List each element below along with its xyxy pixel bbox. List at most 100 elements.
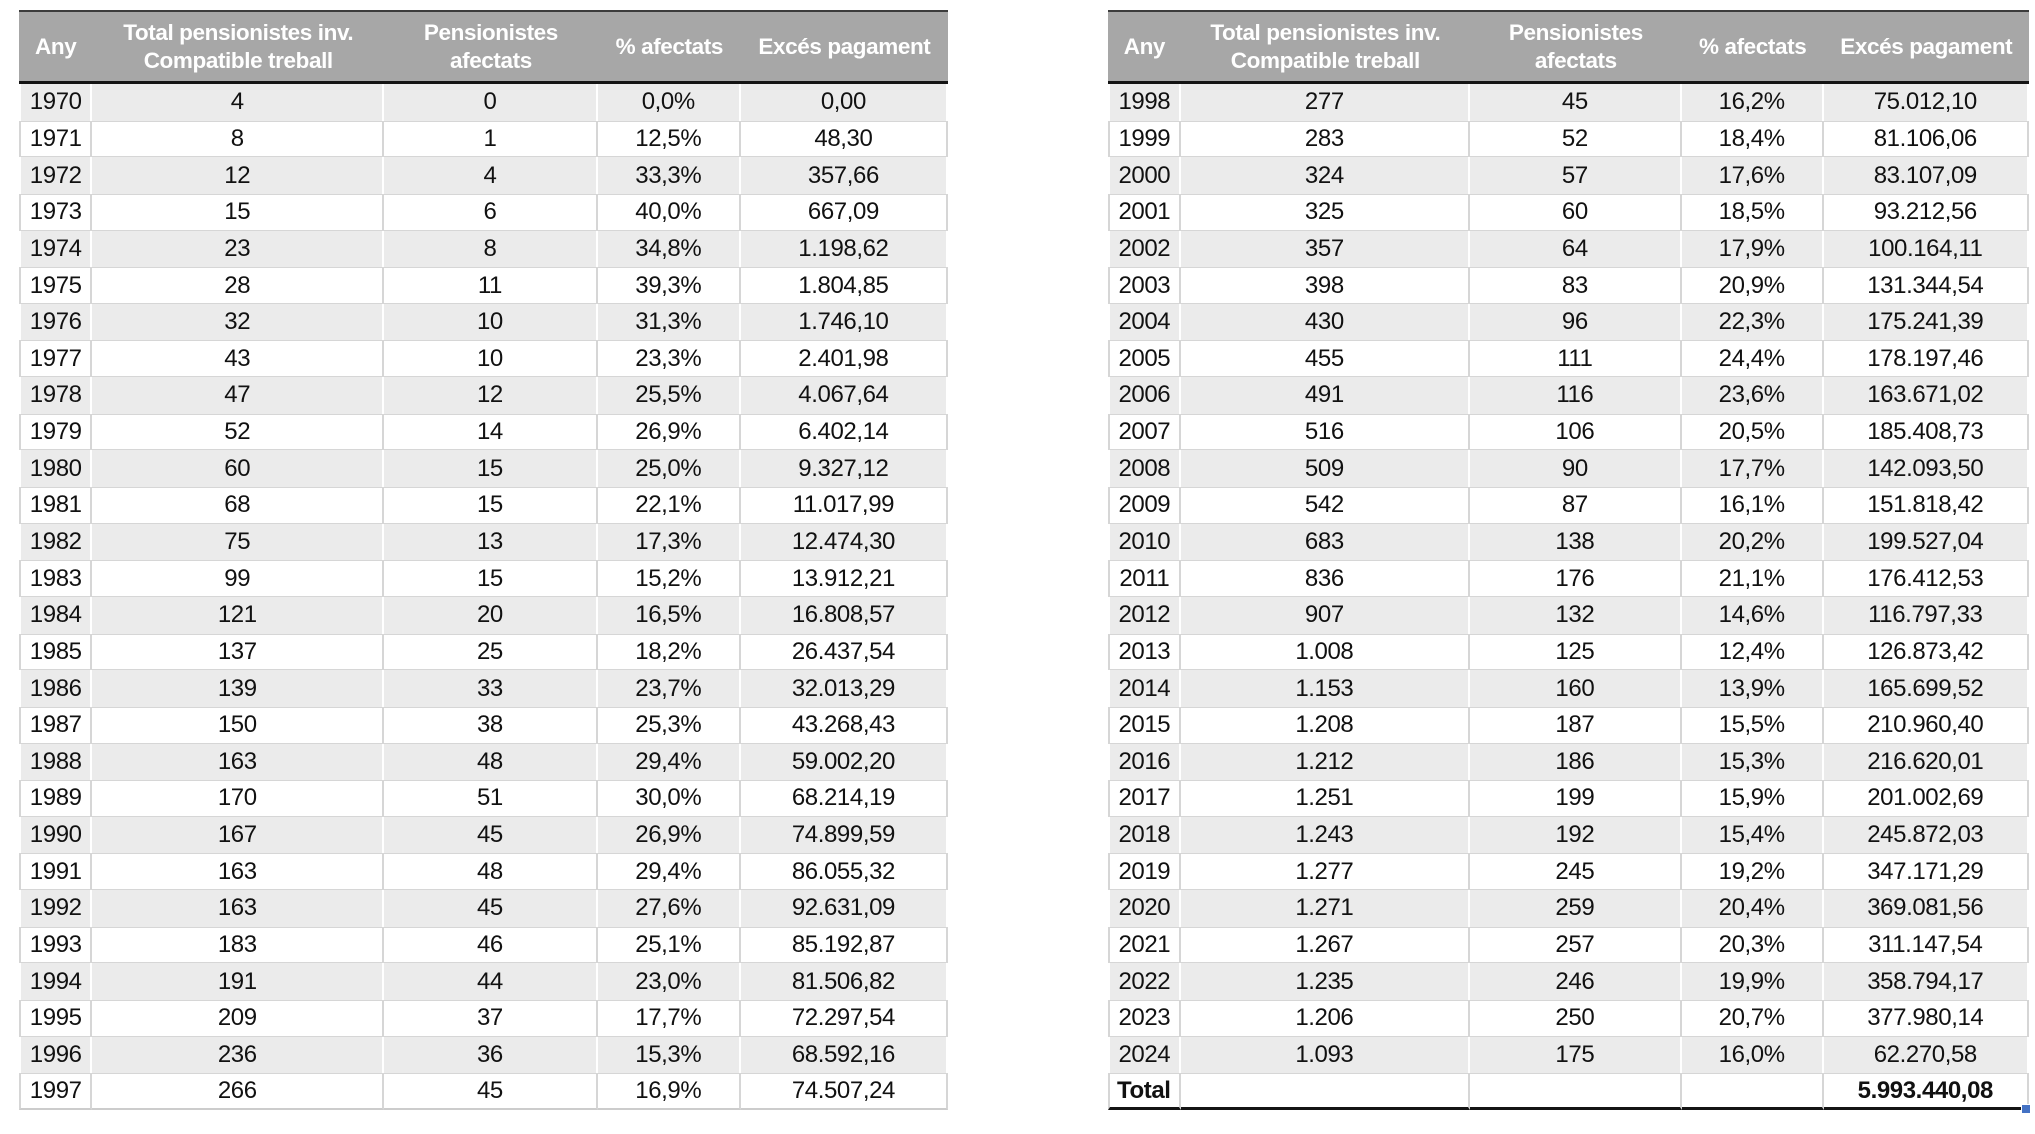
cell-pct-afectats[interactable]: 20,4%	[1681, 890, 1824, 927]
cell-pct-afectats[interactable]: 17,3%	[597, 523, 741, 561]
cell-any[interactable]: 1981	[19, 487, 93, 524]
cell-pct-afectats[interactable]: 26,9%	[597, 413, 741, 451]
cell-pensionistes-afectats[interactable]: 160	[1469, 670, 1682, 707]
cell-pct-afectats[interactable]: 15,4%	[1681, 816, 1824, 854]
cell-pensionistes-afectats[interactable]: 10	[384, 340, 598, 378]
cell-pct-afectats[interactable]: 33,3%	[597, 157, 741, 194]
cell-total-pensionistes[interactable]: 1.277	[1180, 853, 1470, 891]
cell-pct-afectats[interactable]: 20,9%	[1681, 267, 1824, 304]
cell-pct-afectats[interactable]: 12,5%	[597, 120, 741, 158]
cell-any[interactable]: 2019	[1108, 853, 1181, 891]
cell-total-pensionistes[interactable]: 150	[92, 706, 385, 744]
cell-exces-pagament[interactable]: 165.699,52	[1823, 670, 2029, 707]
cell-pensionistes-afectats[interactable]: 111	[1469, 340, 1682, 378]
cell-total-pensionistes[interactable]: 491	[1180, 377, 1470, 414]
cell-exces-pagament[interactable]: 126.873,42	[1823, 633, 2029, 671]
cell-pct-afectats[interactable]: 15,2%	[597, 560, 741, 597]
selection-fill-handle-icon[interactable]	[2021, 1104, 2031, 1114]
cell-exces-pagament[interactable]: 32.013,29	[740, 670, 948, 707]
cell-any[interactable]: 2022	[1108, 963, 1181, 1001]
cell-exces-pagament[interactable]: 81.106,06	[1823, 120, 2029, 158]
cell-pensionistes-afectats[interactable]: 45	[384, 816, 598, 854]
cell-pensionistes-afectats[interactable]: 187	[1469, 706, 1682, 744]
cell-pct-afectats[interactable]: 23,3%	[597, 340, 741, 378]
cell-total-pensionistes[interactable]: 137	[92, 633, 385, 671]
cell-pct-afectats[interactable]: 16,1%	[1681, 487, 1824, 524]
cell-any[interactable]: 2015	[1108, 706, 1181, 744]
cell-pensionistes-afectats[interactable]: 48	[384, 853, 598, 891]
cell-pct-afectats[interactable]: 19,9%	[1681, 963, 1824, 1001]
cell-pensionistes-afectats[interactable]: 51	[384, 780, 598, 817]
cell-pensionistes-afectats[interactable]: 192	[1469, 816, 1682, 854]
cell-exces-pagament[interactable]: 11.017,99	[740, 487, 948, 524]
cell-exces-pagament[interactable]: 151.818,42	[1823, 487, 2029, 524]
cell-any[interactable]: 1995	[19, 1000, 93, 1037]
cell-pensionistes-afectats[interactable]: 57	[1469, 157, 1682, 194]
cell-any[interactable]: 2021	[1108, 926, 1181, 964]
cell-exces-pagament[interactable]: 6.402,14	[740, 413, 948, 451]
cell-any[interactable]: 2004	[1108, 303, 1181, 341]
header-any[interactable]: Any	[19, 10, 93, 84]
cell-pct-afectats[interactable]: 40,0%	[597, 193, 741, 231]
cell-exces-pagament[interactable]: 81.506,82	[740, 963, 948, 1001]
cell-total-pensionistes[interactable]: 1.208	[1180, 706, 1470, 744]
cell-pct-afectats[interactable]: 29,4%	[597, 853, 741, 891]
cell-exces-pagament[interactable]: 175.241,39	[1823, 303, 2029, 341]
cell-total-pensionistes[interactable]: 183	[92, 926, 385, 964]
cell-total-pensionistes[interactable]: 99	[92, 560, 385, 597]
cell-exces-pagament[interactable]: 74.507,24	[740, 1073, 948, 1110]
header-pensionistes-afectats[interactable]: Pensionistes afectats	[384, 10, 598, 84]
cell-exces-pagament[interactable]: 163.671,02	[1823, 377, 2029, 414]
cell-pensionistes-afectats[interactable]: 13	[384, 523, 598, 561]
cell-exces-pagament[interactable]: 100.164,11	[1823, 230, 2029, 268]
cell-total-pensionistes[interactable]: 430	[1180, 303, 1470, 341]
cell-pensionistes-afectats[interactable]: 132	[1469, 596, 1682, 634]
cell-any[interactable]: 1977	[19, 340, 93, 378]
cell-exces-pagament[interactable]: 85.192,87	[740, 926, 948, 964]
cell-any[interactable]: 1993	[19, 926, 93, 964]
cell-exces-pagament[interactable]: 358.794,17	[1823, 963, 2029, 1001]
cell-any[interactable]: 1971	[19, 120, 93, 158]
cell-total-pensionistes[interactable]: 266	[92, 1073, 385, 1110]
header-any[interactable]: Any	[1108, 10, 1181, 84]
cell-pct-afectats[interactable]: 25,1%	[597, 926, 741, 964]
cell-total-pensionistes[interactable]: 167	[92, 816, 385, 854]
cell-exces-pagament[interactable]: 311.147,54	[1823, 926, 2029, 964]
cell-pct-afectats[interactable]: 22,1%	[597, 487, 741, 524]
cell-exces-pagament[interactable]: 48,30	[740, 120, 948, 158]
cell-exces-pagament[interactable]: 201.002,69	[1823, 780, 2029, 817]
cell-pensionistes-afectats[interactable]: 175	[1469, 1036, 1682, 1074]
cell-pct-afectats[interactable]: 16,5%	[597, 596, 741, 634]
empty-cell[interactable]	[1469, 1073, 1682, 1110]
cell-exces-pagament[interactable]: 13.912,21	[740, 560, 948, 597]
cell-pct-afectats[interactable]: 34,8%	[597, 230, 741, 268]
cell-exces-pagament[interactable]: 59.002,20	[740, 743, 948, 781]
cell-pensionistes-afectats[interactable]: 20	[384, 596, 598, 634]
cell-total-pensionistes[interactable]: 542	[1180, 487, 1470, 524]
cell-any[interactable]: 1983	[19, 560, 93, 597]
cell-any[interactable]: 1996	[19, 1036, 93, 1074]
cell-exces-pagament[interactable]: 16.808,57	[740, 596, 948, 634]
cell-any[interactable]: 1985	[19, 633, 93, 671]
cell-any[interactable]: 2012	[1108, 596, 1181, 634]
cell-total-pensionistes[interactable]: 68	[92, 487, 385, 524]
cell-any[interactable]: 1976	[19, 303, 93, 341]
cell-exces-pagament[interactable]: 9.327,12	[740, 450, 948, 488]
cell-pct-afectats[interactable]: 17,7%	[1681, 450, 1824, 488]
cell-total-pensionistes[interactable]: 60	[92, 450, 385, 488]
header-pensionistes-afectats[interactable]: Pensionistes afectats	[1469, 10, 1682, 84]
cell-total-pensionistes[interactable]: 1.212	[1180, 743, 1470, 781]
cell-any[interactable]: 2024	[1108, 1036, 1181, 1074]
cell-pct-afectats[interactable]: 20,3%	[1681, 926, 1824, 964]
cell-total-pensionistes[interactable]: 23	[92, 230, 385, 268]
cell-any[interactable]: 1982	[19, 523, 93, 561]
cell-pensionistes-afectats[interactable]: 44	[384, 963, 598, 1001]
cell-pensionistes-afectats[interactable]: 4	[384, 157, 598, 194]
cell-pct-afectats[interactable]: 16,9%	[597, 1073, 741, 1110]
cell-exces-pagament[interactable]: 176.412,53	[1823, 560, 2029, 597]
cell-exces-pagament[interactable]: 74.899,59	[740, 816, 948, 854]
cell-total-pensionistes[interactable]: 836	[1180, 560, 1470, 597]
cell-pensionistes-afectats[interactable]: 15	[384, 560, 598, 597]
cell-pensionistes-afectats[interactable]: 8	[384, 230, 598, 268]
cell-pct-afectats[interactable]: 23,6%	[1681, 377, 1824, 414]
